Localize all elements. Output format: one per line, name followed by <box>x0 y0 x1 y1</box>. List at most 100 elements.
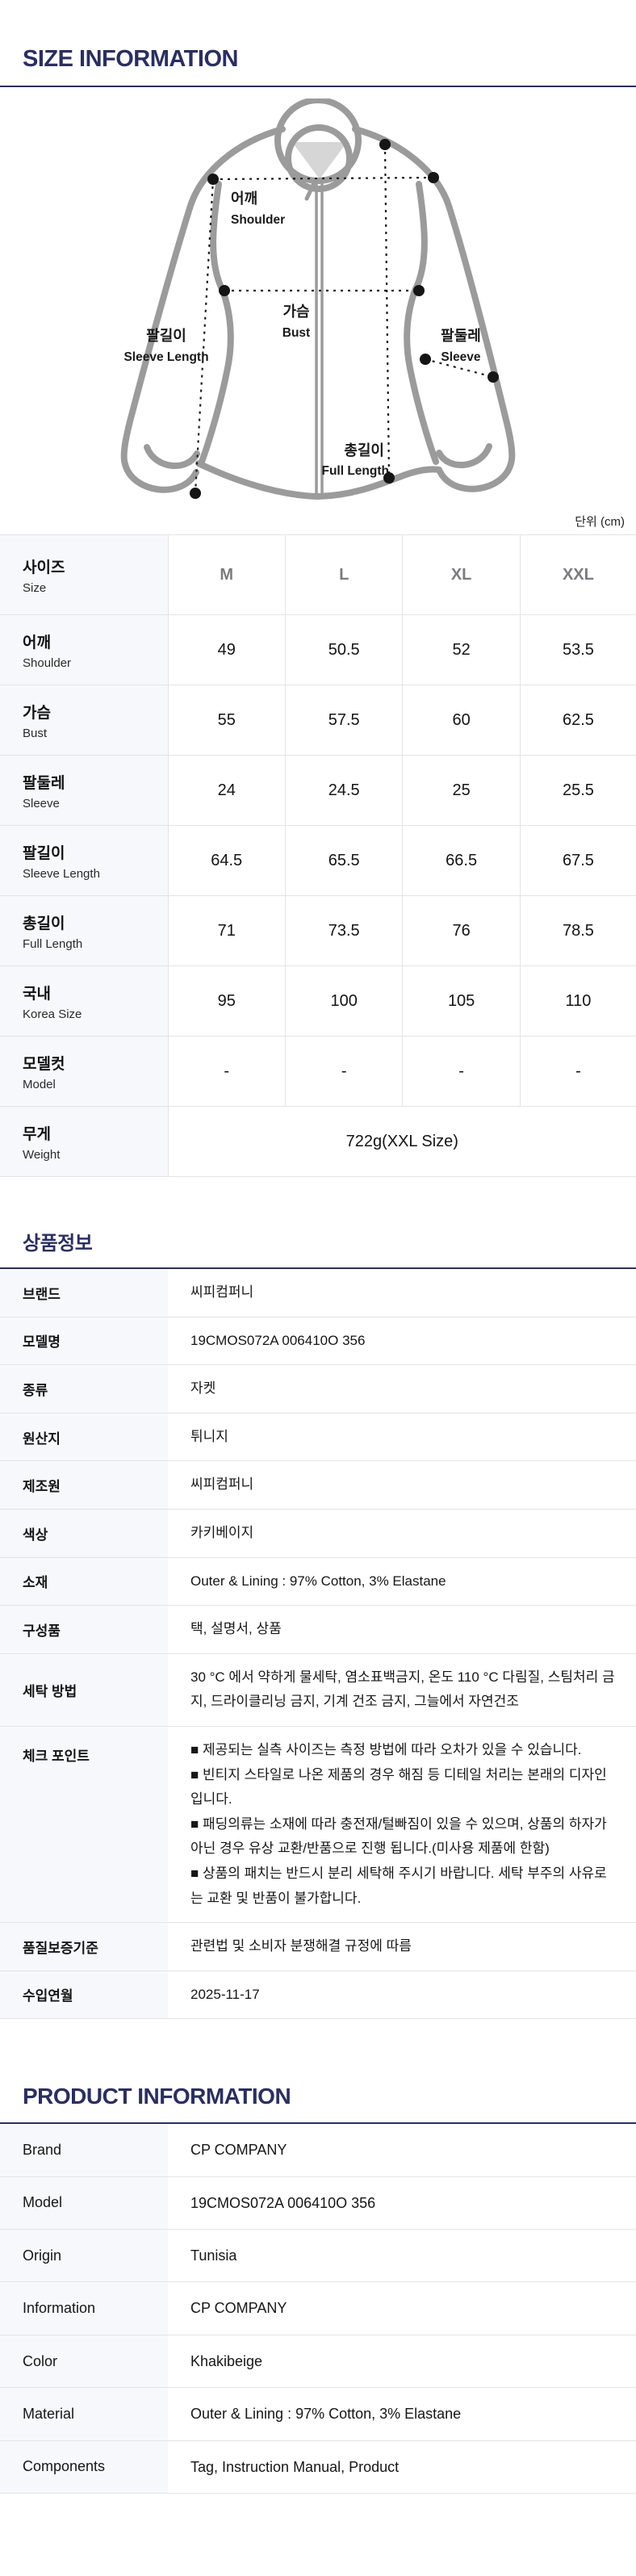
jacket-left-cuff <box>122 461 199 493</box>
product-detail-page: SIZE INFORMATION <box>0 46 636 2494</box>
cell-value: 100 <box>284 965 403 1037</box>
cell-value: 105 <box>402 965 521 1037</box>
table-row-brand-en: Brand CP COMPANY <box>0 2124 636 2177</box>
table-row-brand: 브랜드 씨피컴퍼니 <box>0 1269 636 1317</box>
row-label: 체크 포인트 <box>0 1726 168 1923</box>
row-label: Information <box>0 2281 168 2335</box>
collar-inner-fill <box>292 142 347 179</box>
table-row-model-en: Model 19CMOS072A 006410O 356 <box>0 2176 636 2230</box>
diagram-label-full-length-ko: 총길이 <box>344 442 384 459</box>
size-col-xxl: XXL <box>519 534 636 615</box>
row-label-ko: 팔길이 <box>23 844 65 862</box>
measure-dot <box>190 488 201 499</box>
table-row-origin-en: Origin Tunisia <box>0 2229 636 2282</box>
measure-dot <box>379 139 391 150</box>
jacket-right-inner-seam <box>404 181 439 465</box>
zipper-pull <box>304 179 317 201</box>
table-row-material: 소재 Outer & Lining : 97% Cotton, 3% Elast… <box>0 1557 636 1606</box>
cell-value: - <box>519 1036 636 1107</box>
shoulder-measure-line <box>212 176 434 181</box>
cell-value: 71 <box>167 895 286 966</box>
row-label: Origin <box>0 2229 168 2282</box>
row-value: 30 °C 에서 약하게 물세탁, 염소표백금지, 온도 110 °C 다림질,… <box>190 1669 615 1710</box>
row-label: Material <box>0 2387 168 2441</box>
size-table-header-row: 사이즈 Size M L XL XXL <box>0 534 636 615</box>
cell-value: 25 <box>402 755 521 826</box>
row-value: Tag, Instruction Manual, Product <box>190 2458 400 2475</box>
row-label-ko: 팔둘레 <box>23 774 65 792</box>
jacket-left-cuff-inner <box>144 444 200 469</box>
row-label: 색상 <box>0 1509 168 1558</box>
size-label-en: Size <box>23 580 47 595</box>
size-col-m: M <box>167 534 286 615</box>
row-label: 구성품 <box>0 1605 168 1654</box>
row-value: 튀니지 <box>190 1428 228 1444</box>
cell-value: 67.5 <box>519 825 636 896</box>
row-label-en: Bust <box>23 726 48 740</box>
measure-dot <box>219 285 230 296</box>
measure-dot <box>413 285 425 296</box>
table-row-washing: 세탁 방법 30 °C 에서 약하게 물세탁, 염소표백금지, 온도 110 °… <box>0 1653 636 1727</box>
table-row-warranty: 품질보증기준 관련법 및 소비자 분쟁해결 규정에 따름 <box>0 1922 636 1971</box>
row-label-en: Sleeve <box>23 796 60 810</box>
check-point-item: ■ 패딩의류는 소재에 따라 충전재/털빠짐이 있을 수 있으며, 상품의 하자… <box>190 1816 607 1857</box>
size-diagram: 어깨 Shoulder 가슴 Bust 팔길이 Sleeve Length 팔둘… <box>0 98 636 534</box>
units-label: 단위 (cm) <box>575 515 625 529</box>
row-label: 수입연월 <box>0 1971 168 2019</box>
row-label-en: Full Length <box>23 936 83 951</box>
table-row-import-date: 수입연월 2025-11-17 <box>0 1971 636 2019</box>
jacket-right-cuff <box>437 460 514 492</box>
cell-value: - <box>167 1036 286 1107</box>
product-info-kr-title: 상품정보 <box>0 1177 636 1269</box>
cell-value: 53.5 <box>519 614 636 685</box>
check-point-item: ■ 빈티지 스타일로 나온 제품의 경우 해짐 등 디테일 처리는 본래의 디자… <box>190 1766 607 1807</box>
cell-value: 76 <box>402 895 521 966</box>
row-value: Outer & Lining : 97% Cotton, 3% Elastane <box>190 1573 446 1589</box>
row-label: 총길이 Full Length <box>0 895 168 966</box>
row-label: Brand <box>0 2124 168 2177</box>
row-value: 카키베이지 <box>190 1524 254 1540</box>
row-label-ko: 국내 <box>23 985 51 1003</box>
row-value: 19CMOS072A 006410O 356 <box>190 1332 366 1348</box>
cell-value: 66.5 <box>402 825 521 896</box>
row-label: 모델명 <box>0 1317 168 1365</box>
row-label-en: Sleeve Length <box>23 866 100 881</box>
sleeve-girth-measure-line <box>425 358 494 379</box>
row-value: CP COMPANY <box>190 2142 287 2159</box>
size-col-l: L <box>284 534 403 615</box>
row-value: CP COMPANY <box>190 2300 287 2317</box>
row-label: 원산지 <box>0 1413 168 1461</box>
size-label-ko: 사이즈 <box>23 559 65 576</box>
row-label-ko: 총길이 <box>23 915 65 932</box>
table-row-model-name: 모델명 19CMOS072A 006410O 356 <box>0 1317 636 1365</box>
measure-dot <box>487 371 499 383</box>
row-label-en: Model <box>23 1077 56 1091</box>
table-row-color: 색상 카키베이지 <box>0 1509 636 1558</box>
table-row-weight: 무게 Weight 722g(XXL Size) <box>0 1106 636 1177</box>
cell-value: 25.5 <box>519 755 636 826</box>
row-label: 국내 Korea Size <box>0 965 168 1037</box>
row-label: 모델컷 Model <box>0 1036 168 1107</box>
row-label: 품질보증기준 <box>0 1922 168 1971</box>
cell-value: 95 <box>167 965 286 1037</box>
size-table-corner-cell: 사이즈 Size <box>0 534 168 615</box>
row-label: 가슴 Bust <box>0 685 168 756</box>
measure-dot <box>420 354 431 365</box>
row-label: 무게 Weight <box>0 1106 168 1177</box>
measure-dot <box>207 174 219 185</box>
row-label-en: Weight <box>23 1147 61 1162</box>
product-info-kr-table: 브랜드 씨피컴퍼니 모델명 19CMOS072A 006410O 356 종류 … <box>0 1269 636 2019</box>
row-value: Tunisia <box>190 2247 237 2264</box>
row-label: Model <box>0 2176 168 2230</box>
table-row-information-en: Information CP COMPANY <box>0 2281 636 2335</box>
size-col-xl: XL <box>402 534 521 615</box>
collar-inner <box>285 124 353 192</box>
table-row-korea-size: 국내 Korea Size 95 100 105 110 <box>0 965 636 1037</box>
diagram-label-bust-ko: 가슴 <box>282 304 309 320</box>
row-label: 팔길이 Sleeve Length <box>0 825 168 896</box>
table-row-full-length: 총길이 Full Length 71 73.5 76 78.5 <box>0 895 636 966</box>
jacket-left-inner-seam <box>199 181 234 465</box>
row-value: Outer & Lining : 97% Cotton, 3% Elastane <box>190 2406 462 2423</box>
row-label: Components <box>0 2440 168 2494</box>
table-row-check-point: 체크 포인트 ■ 제공되는 실측 사이즈는 측정 방법에 따라 오차가 있을 수… <box>0 1726 636 1923</box>
